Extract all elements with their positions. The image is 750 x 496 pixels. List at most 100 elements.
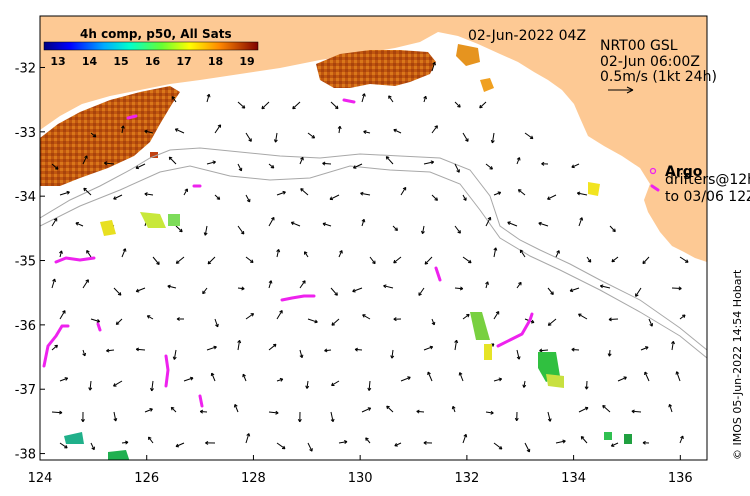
- sst-patch-north: [316, 50, 436, 88]
- sst-patch-north-east: [456, 44, 480, 66]
- drifter-tracks: [42, 98, 660, 408]
- arrow-icon: [151, 380, 154, 391]
- arrow-head: [556, 250, 560, 254]
- arrow-head: [113, 196, 117, 200]
- arrow-head: [135, 288, 140, 293]
- arrow-head: [393, 259, 397, 264]
- arrow-icon: [454, 101, 461, 108]
- arrow-head: [608, 317, 612, 322]
- arrow-icon: [275, 132, 278, 143]
- arrow-head: [299, 354, 304, 359]
- drifter-track-1: [54, 256, 96, 264]
- arrow-head: [680, 435, 684, 440]
- arrow-head: [238, 167, 243, 172]
- arrow-head: [599, 284, 604, 289]
- scale-arrow: [608, 86, 634, 94]
- arrow-icon: [524, 132, 534, 140]
- arrow-icon: [400, 187, 407, 196]
- arrow-head: [276, 249, 281, 253]
- arrow-icon: [462, 434, 467, 444]
- arrow-head: [611, 258, 615, 263]
- arrow-icon: [173, 349, 177, 360]
- arrow-icon: [365, 437, 371, 444]
- arrow-icon: [361, 407, 371, 413]
- y-tick-label: -36: [15, 319, 36, 334]
- arrow-icon: [322, 223, 332, 227]
- arrow-head: [431, 321, 436, 326]
- arrow-head: [367, 407, 372, 411]
- arrow-icon: [86, 250, 92, 258]
- arrow-head: [490, 139, 495, 144]
- arrow-icon: [423, 96, 427, 103]
- arrow-head: [240, 231, 245, 235]
- sst-speck-green-2: [168, 214, 180, 226]
- arrow-head: [649, 323, 653, 327]
- arrow-head: [64, 377, 69, 381]
- arrow-icon: [202, 287, 208, 295]
- arrow-icon: [82, 279, 89, 289]
- arrow-icon: [299, 157, 304, 165]
- arrow-head: [383, 284, 387, 289]
- arrow-head: [507, 221, 511, 225]
- plot-border: [39, 15, 708, 461]
- drifters-line1: drifters@12h: [665, 172, 750, 188]
- arrow-head: [463, 197, 467, 201]
- arrow-head: [487, 216, 492, 221]
- arrow-icon: [640, 346, 649, 351]
- y-tick-label: -38: [15, 448, 36, 463]
- arrow-head: [144, 192, 148, 197]
- sst-patch-north-east-2: [480, 78, 494, 92]
- arrow-icon: [268, 163, 275, 169]
- arrow-icon: [115, 318, 123, 325]
- arrow-icon: [90, 442, 95, 450]
- arrow-head: [83, 187, 87, 192]
- arrow-head: [167, 284, 171, 289]
- arrow-icon: [245, 256, 254, 263]
- arrow-icon: [268, 217, 275, 227]
- arrow-icon: [214, 124, 222, 134]
- arrow-icon: [479, 101, 487, 109]
- arrow-icon: [671, 287, 682, 289]
- arrow-icon: [577, 192, 588, 196]
- arrow-head: [146, 315, 151, 319]
- arrow-head: [517, 189, 522, 193]
- arrow-head: [179, 228, 183, 233]
- arrow-icon: [237, 287, 245, 290]
- arrow-head: [125, 440, 129, 445]
- arrow-icon: [578, 217, 583, 227]
- arrow-icon: [121, 125, 124, 134]
- arrow-head: [584, 386, 589, 390]
- arrow-icon: [206, 161, 216, 165]
- arrow-icon: [416, 410, 425, 413]
- arrow-icon: [175, 128, 185, 134]
- arrow-icon: [147, 315, 154, 320]
- bathy-contour-2: [40, 165, 707, 359]
- arrow-head: [612, 228, 616, 233]
- arrow-icon: [671, 341, 674, 351]
- sst-speck-green-1: [140, 212, 166, 228]
- arrow-icon: [59, 250, 63, 258]
- arrow-icon: [400, 376, 411, 382]
- arrow-head: [685, 259, 689, 263]
- arrow-head: [54, 344, 58, 349]
- arrow-icon: [276, 249, 280, 258]
- arrow-head: [311, 135, 316, 139]
- arrow-head: [678, 286, 682, 291]
- arrow-icon: [59, 191, 70, 196]
- arrow-head: [386, 405, 390, 410]
- arrow-icon: [538, 222, 549, 227]
- arrow-icon: [394, 442, 402, 447]
- arrow-head: [541, 161, 545, 166]
- arrow-icon: [121, 248, 126, 258]
- arrow-icon: [135, 163, 146, 169]
- arrow-head: [175, 260, 180, 264]
- arrow-icon: [485, 281, 489, 289]
- arrow-head: [361, 218, 366, 223]
- arrow-head: [457, 230, 461, 234]
- arrow-head: [569, 288, 574, 293]
- arrow-head: [149, 408, 153, 412]
- arrow-head: [580, 436, 585, 440]
- arrow-icon: [392, 225, 398, 231]
- arrow-icon: [518, 189, 526, 196]
- arrow-head: [206, 93, 211, 98]
